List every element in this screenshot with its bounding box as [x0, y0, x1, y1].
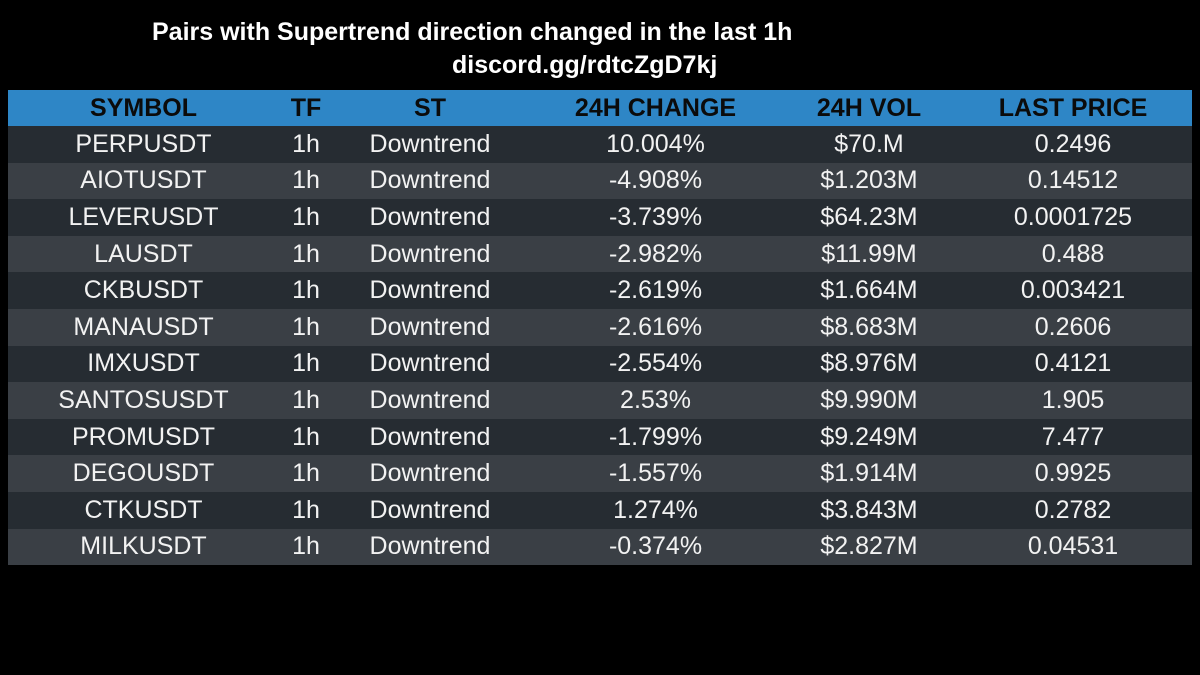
table-row: LAUSDT 1h Downtrend -2.982% $11.99M 0.48… — [8, 235, 1192, 273]
cell-tf: 1h — [292, 166, 320, 195]
cell-symbol: MANAUSDT — [73, 312, 214, 341]
column-header-24h-change: 24H CHANGE — [574, 93, 737, 122]
cell-change: -2.619% — [608, 276, 703, 305]
cell-tf: 1h — [292, 312, 320, 341]
cell-vol: $2.827M — [820, 532, 918, 561]
cell-price: 0.2606 — [1034, 312, 1112, 341]
cell-price: 7.477 — [1041, 422, 1105, 451]
cell-symbol: LAUSDT — [94, 239, 193, 268]
cell-st: Downtrend — [369, 166, 491, 195]
cell-vol: $1.664M — [820, 276, 918, 305]
table-row: CKBUSDT 1h Downtrend -2.619% $1.664M 0.0… — [8, 272, 1192, 309]
table-row: AIOTUSDT 1h Downtrend -4.908% $1.203M 0.… — [8, 162, 1192, 200]
cell-vol: $8.683M — [820, 312, 918, 341]
cell-change: -1.799% — [608, 422, 703, 451]
cell-st: Downtrend — [369, 239, 491, 268]
cell-tf: 1h — [292, 385, 320, 414]
cell-st: Downtrend — [369, 312, 491, 341]
cell-st: Downtrend — [369, 532, 491, 561]
table-row: LEVERUSDT 1h Downtrend -3.739% $64.23M 0… — [8, 199, 1192, 236]
cell-vol: $70.M — [834, 129, 904, 158]
cell-price: 0.4121 — [1034, 349, 1112, 378]
column-header-st: ST — [414, 93, 446, 122]
cell-change: 1.274% — [613, 495, 698, 524]
cell-vol: $11.99M — [821, 239, 917, 268]
cell-tf: 1h — [292, 495, 320, 524]
column-header-24h-vol: 24H VOL — [816, 93, 922, 122]
cell-price: 0.14512 — [1027, 166, 1119, 195]
cell-symbol: CKBUSDT — [83, 276, 204, 305]
cell-tf: 1h — [292, 239, 320, 268]
cell-change: -2.616% — [608, 312, 703, 341]
cell-change: 2.53% — [620, 385, 691, 414]
cell-change: -2.982% — [608, 239, 703, 268]
column-header-last-price: LAST PRICE — [998, 93, 1148, 122]
cell-symbol: MILKUSDT — [80, 532, 207, 561]
cell-tf: 1h — [292, 129, 320, 158]
cell-price: 0.003421 — [1020, 276, 1126, 305]
table-header-row: SYMBOL TF ST 24H CHANGE 24H VOL LAST PRI… — [8, 90, 1192, 126]
cell-symbol: PERPUSDT — [75, 129, 212, 158]
cell-symbol: LEVERUSDT — [68, 202, 219, 231]
cell-change: 10.004% — [606, 129, 705, 158]
cell-tf: 1h — [292, 459, 320, 488]
cell-vol: $9.990M — [820, 385, 918, 414]
cell-change: -0.374% — [608, 532, 703, 561]
cell-st: Downtrend — [369, 422, 491, 451]
table-row: DEGOUSDT 1h Downtrend -1.557% $1.914M 0.… — [8, 455, 1192, 492]
table-row: MANAUSDT 1h Downtrend -2.616% $8.683M 0.… — [8, 308, 1192, 346]
cell-vol: $8.976M — [820, 349, 918, 378]
table-row: IMXUSDT 1h Downtrend -2.554% $8.976M 0.4… — [8, 345, 1192, 383]
cell-st: Downtrend — [369, 459, 491, 488]
cell-symbol: DEGOUSDT — [72, 459, 215, 488]
column-header-symbol: SYMBOL — [90, 93, 197, 122]
supertrend-table: SYMBOL TF ST 24H CHANGE 24H VOL LAST PRI… — [8, 90, 1192, 566]
cell-vol: $64.23M — [820, 202, 918, 231]
table-row: CTKUSDT 1h Downtrend 1.274% $3.843M 0.27… — [8, 491, 1192, 529]
cell-st: Downtrend — [369, 276, 491, 305]
cell-vol: $9.249M — [820, 422, 918, 451]
table-row: SANTOSUSDT 1h Downtrend 2.53% $9.990M 1.… — [8, 382, 1192, 419]
cell-price: 0.9925 — [1034, 459, 1112, 488]
cell-st: Downtrend — [369, 385, 491, 414]
cell-tf: 1h — [292, 349, 320, 378]
cell-price: 0.2782 — [1034, 495, 1112, 524]
cell-st: Downtrend — [369, 129, 491, 158]
cell-change: -1.557% — [608, 459, 703, 488]
discord-link-text: discord.gg/rdtcZgD7kj — [452, 51, 718, 79]
cell-price: 0.488 — [1041, 239, 1105, 268]
cell-symbol: SANTOSUSDT — [58, 385, 229, 414]
cell-symbol: AIOTUSDT — [80, 166, 207, 195]
cell-vol: $1.203M — [820, 166, 918, 195]
cell-change: -4.908% — [608, 166, 703, 195]
cell-price: 0.04531 — [1027, 532, 1119, 561]
cell-tf: 1h — [292, 532, 320, 561]
cell-tf: 1h — [292, 202, 320, 231]
cell-symbol: IMXUSDT — [87, 349, 200, 378]
cell-st: Downtrend — [369, 349, 491, 378]
page-title: Pairs with Supertrend direction changed … — [152, 18, 793, 46]
cell-st: Downtrend — [369, 202, 491, 231]
table-row: PROMUSDT 1h Downtrend -1.799% $9.249M 7.… — [8, 418, 1192, 456]
cell-st: Downtrend — [369, 495, 491, 524]
cell-symbol: PROMUSDT — [71, 422, 216, 451]
cell-price: 1.905 — [1041, 385, 1105, 414]
table-row: MILKUSDT 1h Downtrend -0.374% $2.827M 0.… — [8, 528, 1192, 566]
cell-tf: 1h — [292, 276, 320, 305]
cell-price: 0.0001725 — [1013, 202, 1133, 231]
cell-change: -3.739% — [608, 202, 703, 231]
column-header-tf: TF — [290, 93, 322, 122]
cell-tf: 1h — [292, 422, 320, 451]
table-row: PERPUSDT 1h Downtrend 10.004% $70.M 0.24… — [8, 126, 1192, 163]
cell-vol: $1.914M — [820, 459, 918, 488]
cell-symbol: CTKUSDT — [84, 495, 203, 524]
cell-change: -2.554% — [608, 349, 703, 378]
cell-vol: $3.843M — [820, 495, 918, 524]
cell-price: 0.2496 — [1034, 129, 1112, 158]
